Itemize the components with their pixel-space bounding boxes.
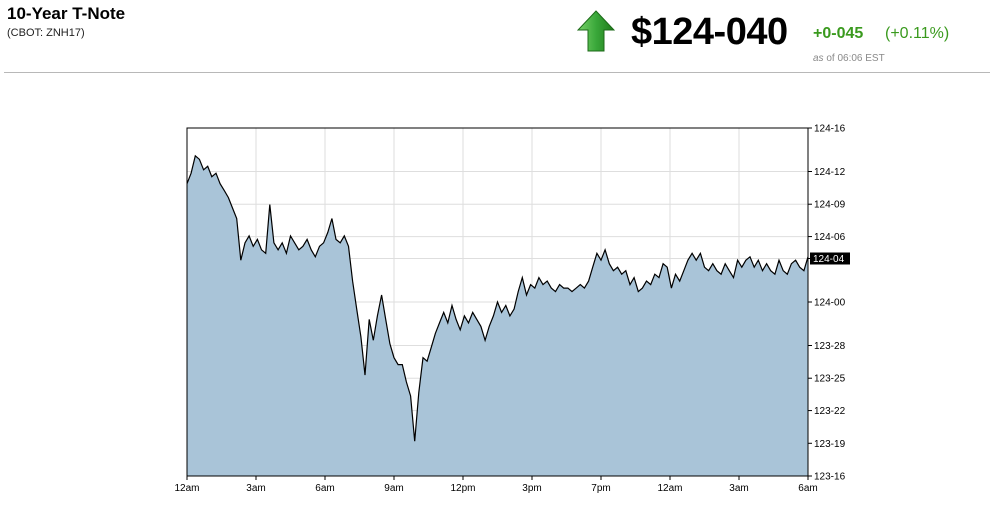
x-tick-label: 9am — [384, 483, 403, 494]
last-value-label: 124-04 — [813, 254, 845, 265]
y-tick-label: 123-19 — [814, 439, 846, 450]
as-of-time: of 06:06 EST — [826, 53, 885, 64]
y-tick-label: 123-25 — [814, 374, 846, 385]
y-tick-label: 124-16 — [814, 124, 846, 135]
x-tick-label: 12am — [657, 483, 682, 494]
y-tick-label: 124-00 — [814, 298, 846, 309]
y-tick-label: 124-06 — [814, 232, 846, 243]
instrument-symbol: (CBOT: ZNH17) — [7, 27, 85, 39]
up-arrow-icon — [577, 10, 615, 52]
header-divider — [4, 72, 990, 73]
y-axis-ticks: 123-16 123-19 123-22 123-25 123-28 124-00 124-… — [808, 124, 846, 483]
price-area — [187, 155, 808, 477]
instrument-title: 10-Year T-Note — [7, 4, 126, 23]
x-tick-label: 7pm — [591, 483, 610, 494]
x-tick-label: 12am — [174, 483, 199, 494]
x-tick-label: 3pm — [522, 483, 541, 494]
price-change-percent: (+0.11%) — [885, 25, 950, 42]
y-tick-label: 123-16 — [814, 472, 846, 483]
y-tick-label: 123-28 — [814, 341, 846, 352]
quote-header: 10-Year T-Note (CBOT: ZNH17) $124-040 +0… — [0, 0, 999, 73]
last-value-badge — [810, 252, 850, 265]
last-price: $124-040 — [631, 11, 788, 53]
as-of-prefix: as — [813, 53, 824, 64]
y-tick-label: 124-09 — [814, 200, 846, 211]
y-tick-label: 123-22 — [814, 406, 846, 417]
price-change: +0-045 — [813, 25, 864, 42]
y-tick-label: 124-12 — [814, 167, 846, 178]
x-axis-ticks: 12am 3am 6am 9am 12pm 3pm 7pm 12am 3am 6am — [174, 476, 818, 494]
x-tick-label: 3am — [246, 483, 265, 494]
x-tick-label: 6am — [315, 483, 334, 494]
x-tick-label: 12pm — [450, 483, 475, 494]
as-of-timestamp: as of 06:06 EST — [813, 53, 885, 64]
x-tick-label: 6am — [798, 483, 817, 494]
last-value-marker: 124-04 — [810, 252, 850, 265]
price-line — [186, 154, 809, 442]
x-tick-label: 3am — [729, 483, 748, 494]
